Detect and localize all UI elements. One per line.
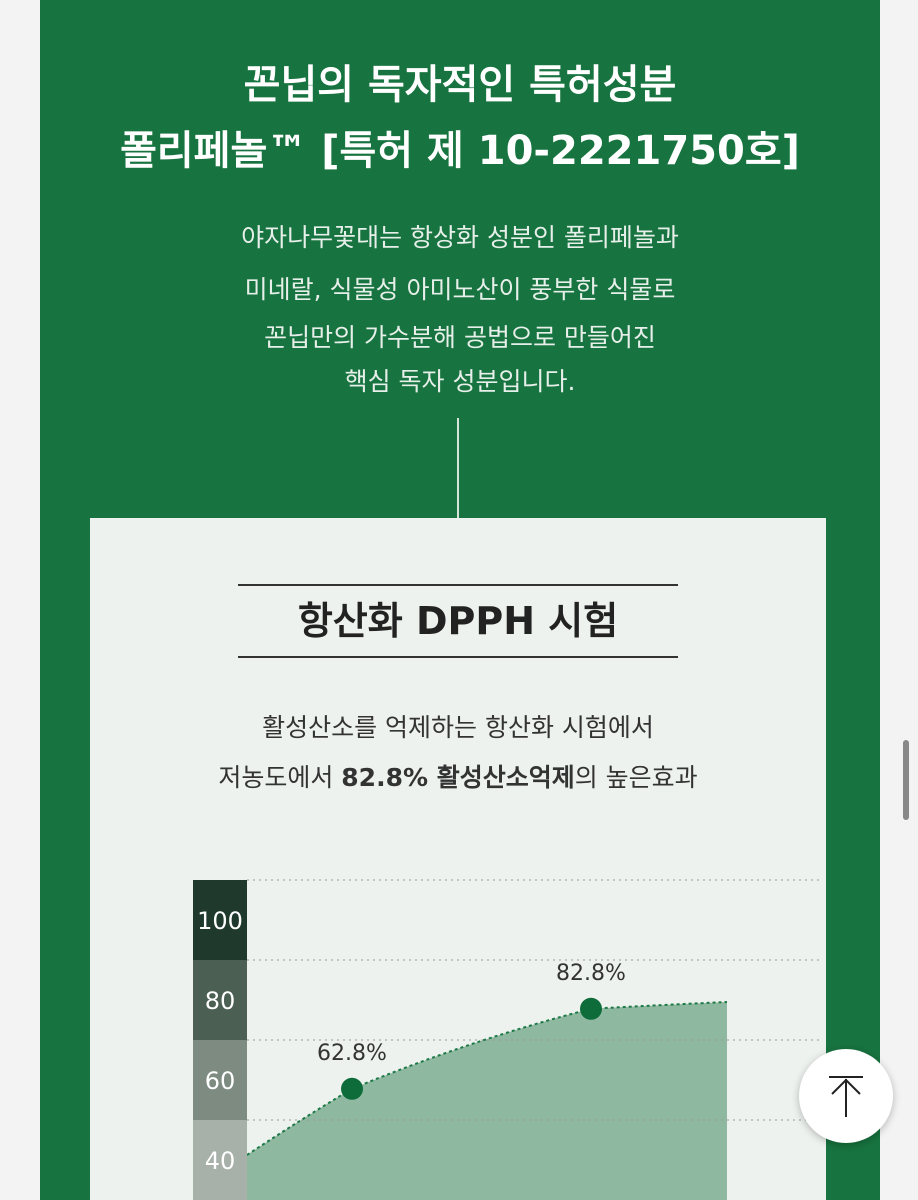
arrow-icon [829,1076,863,1117]
y-tick-label: 40 [205,1147,236,1175]
description: 미네랄, 식물성 아미노산이 풍부한 식물로 [244,275,676,304]
value-label: 62.8% [317,1041,387,1066]
card-title: 항산화 DPPH 시험 [238,584,678,658]
text: 의 높은효과 [574,763,698,792]
description: 꼰닙만의 가수분해 공법으로 만들어진 [264,323,656,352]
text-bold: 82.8% 활성산소억제 [341,763,575,792]
point [580,997,602,1020]
y-band [193,1040,247,1120]
value-label: 82.8% [556,961,626,986]
card-text: 저농도에서 82.8% 활성산소억제의 높은효과 [90,758,826,794]
text: 저농도에서 [218,763,342,792]
description: 핵심 독자 성분입니다. [344,367,576,396]
y-band [193,1120,247,1200]
title: 꼰닙의 독자적인 특허성분 [243,62,677,108]
card-text: 활성산소를 억제하는 항산화 시험에서 [262,713,654,742]
y-tick-label: 60 [205,1067,236,1095]
title: 폴리페놀™ [특허 제 10-2221750호] [120,128,800,174]
area [247,1002,727,1200]
description: 야자나무꽃대는 항상화 성분인 폴리페놀과 [241,223,679,252]
scroll-top-button[interactable] [799,1049,893,1143]
divider [457,418,459,518]
scrollbar [903,740,909,820]
y-tick-label: 80 [205,987,236,1015]
point [341,1077,363,1100]
y-band [193,880,247,960]
y-tick-label: 100 [197,907,243,935]
y-band [193,960,247,1040]
